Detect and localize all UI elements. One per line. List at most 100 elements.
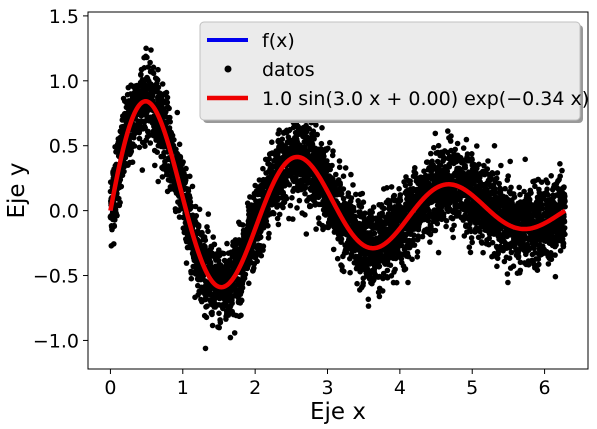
scatter-point — [391, 192, 398, 199]
scatter-point — [142, 143, 148, 149]
scatter-point — [290, 216, 296, 222]
scatter-point — [163, 89, 170, 96]
scatter-point — [211, 241, 218, 248]
scatter-point — [435, 249, 442, 256]
scatter-point — [365, 296, 372, 303]
scatter-point — [293, 177, 300, 183]
scatter-point — [296, 197, 303, 204]
scatter-point — [266, 156, 273, 162]
scatter-point — [448, 133, 454, 139]
scatter-point — [462, 165, 469, 171]
scatter-point — [246, 280, 252, 287]
scatter-point — [371, 230, 378, 237]
scatter-point — [419, 233, 426, 240]
scatter-point — [479, 233, 485, 239]
scatter-point — [260, 165, 266, 172]
scatter-point — [286, 182, 293, 188]
scatter-point — [227, 334, 234, 341]
scatter-point — [329, 152, 336, 159]
scatter-point — [254, 258, 260, 265]
scatter-point — [552, 273, 559, 280]
scatter-point — [180, 159, 186, 165]
scatter-point — [548, 256, 555, 263]
scatter-point — [136, 135, 143, 142]
scatter-point — [154, 77, 161, 83]
scatter-point — [209, 322, 216, 329]
scatter-point — [411, 242, 418, 248]
scatter-point — [463, 136, 470, 143]
scatter-point — [358, 204, 365, 210]
scatter-point — [117, 199, 123, 206]
scatter-point — [480, 249, 486, 256]
scatter-point — [238, 297, 245, 304]
scatter-point — [557, 173, 563, 179]
scatter-point — [360, 280, 367, 286]
scatter-point — [348, 171, 354, 178]
scatter-point — [159, 81, 166, 87]
scatter-point — [534, 267, 541, 274]
scatter-point — [333, 171, 339, 178]
scatter-point — [188, 275, 195, 282]
scatter-point — [376, 263, 383, 270]
scatter-point — [118, 183, 125, 190]
scatter-point — [167, 119, 173, 125]
scatter-point — [528, 190, 534, 196]
scatter-point — [148, 47, 154, 53]
scatter-point — [504, 271, 511, 277]
scatter-point — [265, 223, 271, 229]
scatter-point — [163, 109, 169, 115]
scatter-point — [561, 184, 567, 190]
scatter-point — [510, 263, 517, 270]
scatter-point — [152, 162, 158, 169]
scatter-point — [431, 144, 437, 151]
scatter-point — [217, 319, 224, 326]
scatter-point — [511, 194, 518, 200]
scatter-point — [445, 128, 451, 134]
scatter-point — [330, 148, 336, 154]
scatter-point — [393, 279, 400, 286]
scatter-point — [454, 140, 461, 147]
scatter-point — [450, 234, 457, 241]
scatter-point — [396, 186, 402, 192]
scatter-point — [407, 178, 414, 184]
scatter-point — [365, 303, 372, 309]
scatter-point — [341, 268, 347, 275]
scatter-point — [427, 239, 433, 245]
scatter-point — [484, 166, 491, 172]
scatter-point — [205, 228, 211, 235]
scatter-point — [187, 173, 193, 180]
scatter-point — [203, 314, 210, 321]
scatter-point — [552, 252, 558, 258]
scatter-point — [337, 182, 344, 188]
scatter-point — [166, 105, 172, 112]
scatter-point — [139, 167, 146, 173]
scatter-point — [269, 139, 275, 145]
scatter-point — [548, 173, 554, 179]
scatter-point — [362, 210, 368, 216]
scatter-point — [280, 204, 286, 211]
scatter-point — [276, 127, 283, 133]
scatter-point — [340, 186, 347, 192]
scatter-point — [276, 211, 283, 218]
scatter-point — [384, 267, 391, 274]
scatter-point — [302, 184, 309, 190]
scatter-point — [238, 312, 244, 319]
scatter-point — [338, 190, 345, 197]
scatter-point — [505, 173, 512, 179]
scatter-point — [428, 150, 434, 157]
scatter-point — [498, 162, 504, 169]
scatter-point — [265, 235, 272, 241]
scatter-point — [189, 183, 196, 190]
scatter-point — [506, 255, 513, 261]
scatter-point — [150, 70, 157, 77]
scatter-point — [136, 144, 143, 151]
scatter-point — [183, 260, 190, 266]
scatter-point — [536, 261, 542, 268]
scatter-point — [121, 168, 127, 175]
scatter-point — [466, 244, 473, 250]
scatter-point — [193, 213, 200, 219]
scatter-point — [544, 186, 550, 192]
scatter-point — [561, 225, 568, 231]
scatter-point — [494, 170, 501, 176]
scatter-point — [155, 84, 162, 91]
